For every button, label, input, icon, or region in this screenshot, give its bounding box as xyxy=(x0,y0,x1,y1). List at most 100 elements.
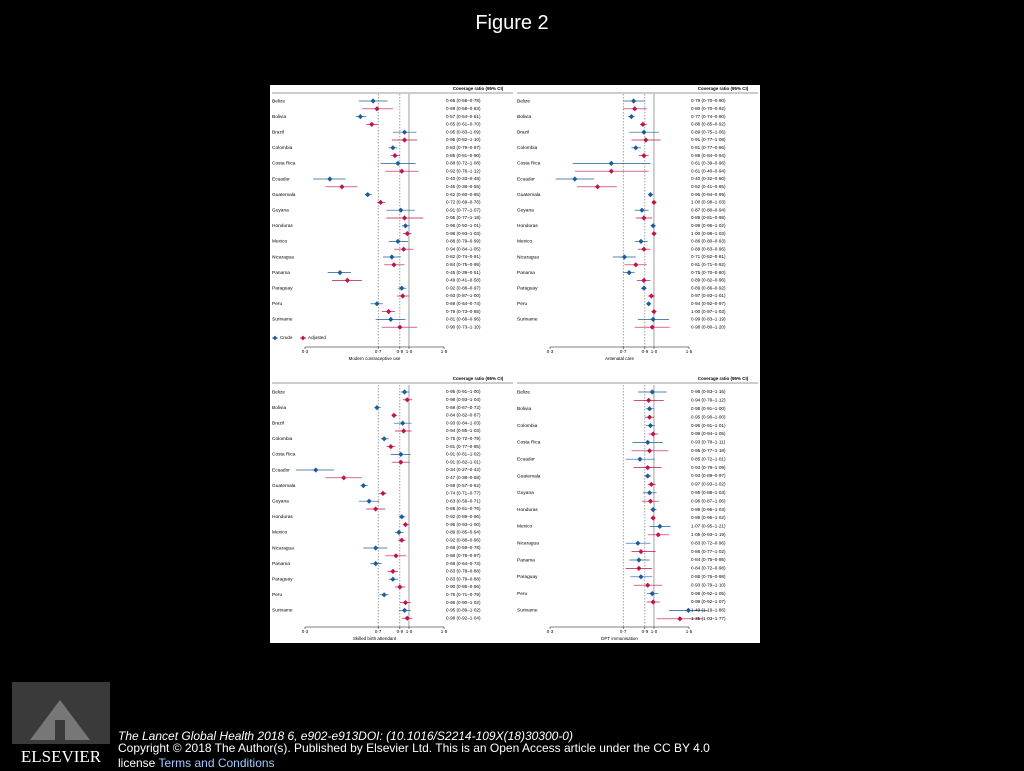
value-label: 0·69 (0·64–0·74) xyxy=(446,301,481,306)
point-estimate xyxy=(641,285,647,291)
value-label: 0·92 (0·88–0·96) xyxy=(446,537,481,542)
point-estimate xyxy=(649,324,655,330)
forest-plot: Coverage ratio (95% CI) 0·3 0·7 0·9 1·0 1·5 DP… xyxy=(517,376,758,641)
category-label: Panama xyxy=(272,561,290,567)
value-label: 0·95 (0·77–1·18) xyxy=(446,215,481,220)
point-estimate xyxy=(645,473,651,479)
value-label: 0·96 (0·87–1·06) xyxy=(691,498,726,503)
value-label: 0·93 (0·89–0·97) xyxy=(691,473,726,478)
category-label: Peru xyxy=(517,301,527,307)
value-label: 0·89 (0·84–0·94) xyxy=(691,153,726,158)
value-label: 0·92 (0·88–0·97) xyxy=(446,285,481,290)
value-label: 0·96 (0·90–1·02) xyxy=(446,600,481,605)
value-label: 0·85 (0·81–0·90) xyxy=(446,153,481,158)
value-label: 0·68 (0·59–0·78) xyxy=(446,545,481,550)
point-estimate xyxy=(389,254,395,260)
point-estimate xyxy=(391,412,397,418)
value-label: 0·88 (0·72–1·08) xyxy=(446,161,481,166)
point-estimate xyxy=(313,467,319,473)
point-estimate xyxy=(645,439,651,445)
value-label: 0·69 (0·58–0·83) xyxy=(446,106,481,111)
column-header: Coverage ratio (95% CI) xyxy=(453,86,504,91)
x-tick-label: 1·0 xyxy=(406,349,413,354)
forest-plot: Coverage ratio (95% CI) 0·3 0·7 0·9 1·0 1·5 Mo… xyxy=(272,86,513,361)
point-estimate xyxy=(374,405,380,411)
point-estimate xyxy=(650,316,656,322)
value-label: 0·95 (0·77–1·18) xyxy=(691,448,726,453)
point-estimate xyxy=(621,254,628,260)
terms-link[interactable]: Terms and Conditions xyxy=(158,756,275,770)
category-label: Costa Rica xyxy=(517,161,541,167)
category-label: Guyana xyxy=(272,498,289,504)
category-label: Colombia xyxy=(517,423,538,429)
category-label: Ecuador xyxy=(517,456,535,462)
category-label: Mexico xyxy=(517,239,533,245)
value-label: 0·83 (0·78–0·88) xyxy=(446,569,481,574)
point-estimate xyxy=(608,168,614,174)
value-label: 0·93 (0·78–1·11) xyxy=(691,440,726,445)
point-estimate xyxy=(404,231,410,237)
x-tick-label: 0·7 xyxy=(620,629,627,634)
point-estimate xyxy=(626,270,632,276)
category-label: Brazil xyxy=(272,420,284,426)
value-label: 1·07 (0·95–1·21) xyxy=(691,524,726,529)
category-label: Guyana xyxy=(272,207,289,213)
category-label: Bolivia xyxy=(517,114,531,120)
point-estimate xyxy=(645,465,651,471)
category-label: Ecuador xyxy=(517,176,535,182)
x-tick-label: 1·0 xyxy=(406,629,413,634)
value-label: 0·99 (0·96–1·02) xyxy=(691,515,726,520)
value-label: 0·82 (0·74–0·91) xyxy=(446,254,481,259)
category-label: Costa Rica xyxy=(272,161,296,167)
point-estimate xyxy=(608,160,614,166)
elsevier-logo: ELSEVIER xyxy=(12,682,110,766)
point-estimate xyxy=(396,529,402,535)
citation: The Lancet Global Health 2018 6, e902-e9… xyxy=(118,729,573,743)
point-estimate xyxy=(327,176,333,182)
value-label: 0·84 (0·82–0·87) xyxy=(446,413,481,418)
point-estimate xyxy=(399,168,405,174)
value-label: 0·96 (0·94–0·99) xyxy=(691,192,726,197)
point-estimate xyxy=(648,293,654,299)
value-label: 0·57 (0·54–0·61) xyxy=(446,114,481,119)
category-label: Nicaragua xyxy=(272,254,294,260)
point-estimate xyxy=(650,515,656,521)
value-label: 0·98 (0·93–1·03) xyxy=(446,231,481,236)
logo-text: ELSEVIER xyxy=(21,747,102,766)
category-label: Honduras xyxy=(517,223,538,229)
value-label: 0·95 (0·83–1·09) xyxy=(446,129,481,134)
category-label: Brazil xyxy=(272,129,284,135)
x-tick-label: 1·0 xyxy=(651,349,658,354)
point-estimate xyxy=(402,600,409,606)
point-estimate xyxy=(648,481,654,487)
point-estimate xyxy=(344,277,350,283)
category-label: Guatemala xyxy=(517,473,541,479)
point-estimate xyxy=(401,428,407,434)
point-estimate xyxy=(685,607,692,613)
category-label: Panama xyxy=(517,557,535,563)
point-estimate xyxy=(651,231,657,237)
point-estimate xyxy=(650,431,656,437)
point-estimate xyxy=(399,514,405,520)
value-label: 0·89 (0·83–0·96) xyxy=(691,246,726,251)
value-label: 0·34 (0·27–0·42) xyxy=(446,467,481,472)
value-label: 0·93 (0·84–1·03) xyxy=(446,420,481,425)
value-label: 0·68 (0·64–0·73) xyxy=(446,561,481,566)
point-estimate xyxy=(643,137,649,143)
point-estimate xyxy=(651,309,657,315)
point-estimate xyxy=(402,223,409,229)
value-label: 0·96 (0·93–1·00) xyxy=(446,522,481,527)
column-header: Coverage ratio (95% CI) xyxy=(698,86,749,91)
value-label: 0·83 (0·72–0·96) xyxy=(691,540,726,545)
point-estimate xyxy=(641,129,647,135)
x-tick-label: 0·9 xyxy=(642,629,649,634)
value-label: 0·94 (0·84–1·05) xyxy=(446,246,481,251)
value-label: 0·94 (0·79–1·12) xyxy=(691,398,726,403)
value-label: 0·92 (0·76–1·12) xyxy=(446,168,481,173)
point-estimate xyxy=(638,549,644,555)
point-estimate xyxy=(391,262,397,268)
category-label: Guatemala xyxy=(272,483,296,489)
value-label: 0·94 (0·92–0·97) xyxy=(691,301,726,306)
point-estimate xyxy=(638,574,644,580)
category-label: Guatemala xyxy=(517,192,541,198)
